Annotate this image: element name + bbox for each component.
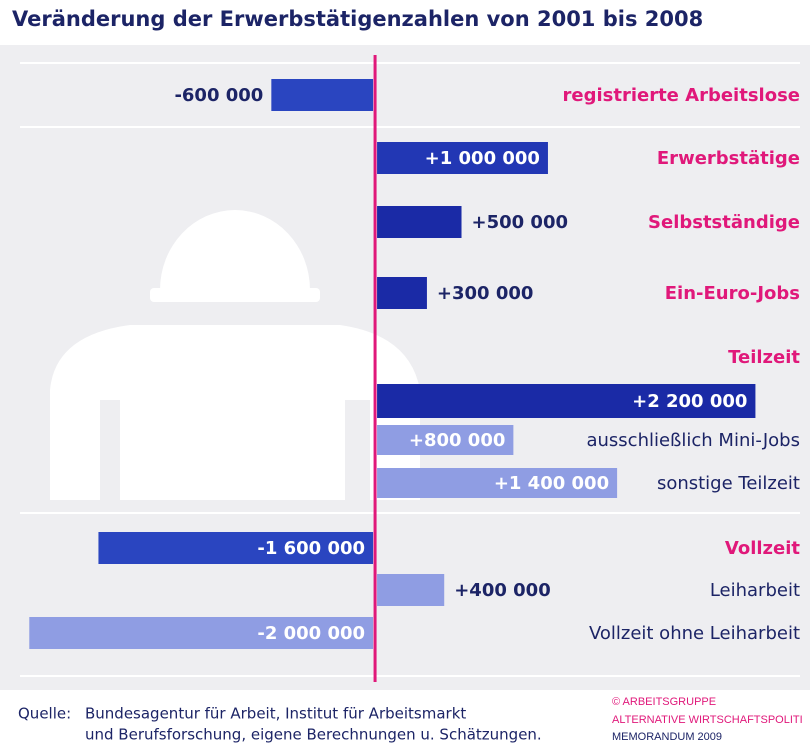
category-label: Erwerbstätige	[657, 148, 800, 169]
category-label: Vollzeit	[725, 538, 801, 559]
value-label: +500 000	[472, 212, 569, 233]
credit-line: © ARBEITSGRUPPE	[612, 696, 716, 708]
value-label: +800 000	[409, 430, 506, 451]
credit-line: MEMORANDUM 2009	[612, 731, 722, 743]
chart: Veränderung der Erwerbstätigenzahlen von…	[0, 0, 810, 745]
value-label: +300 000	[437, 283, 534, 304]
category-label: Selbstständige	[648, 212, 800, 233]
credit-line: ALTERNATIVE WIRTSCHAFTSPOLITI	[612, 714, 803, 726]
value-label: -1 600 000	[257, 538, 365, 559]
bar	[377, 206, 461, 238]
category-label: Ein-Euro-Jobs	[665, 283, 800, 304]
category-label: Vollzeit ohne Leiharbeit	[589, 623, 800, 644]
category-label: Leiharbeit	[710, 580, 800, 601]
value-label: +1 000 000	[425, 148, 540, 169]
bar	[377, 277, 427, 309]
category-label: sonstige Teilzeit	[657, 473, 800, 494]
value-label: +2 200 000	[632, 391, 747, 412]
value-label: -2 000 000	[257, 623, 365, 644]
bar	[377, 574, 444, 606]
bar	[271, 79, 373, 111]
chart-title: Veränderung der Erwerbstätigenzahlen von…	[12, 7, 703, 31]
value-label: +1 400 000	[494, 473, 609, 494]
source-line: und Berufsforschung, eigene Berechnungen…	[85, 726, 542, 744]
category-label: Teilzeit	[728, 347, 800, 368]
source-line: Bundesagentur für Arbeit, Institut für A…	[85, 705, 466, 723]
category-label: ausschließlich Mini-Jobs	[586, 430, 800, 451]
value-label: +400 000	[454, 580, 551, 601]
category-label: registrierte Arbeitslose	[562, 85, 800, 106]
source-label: Quelle:	[18, 705, 71, 723]
value-label: -600 000	[174, 85, 263, 106]
